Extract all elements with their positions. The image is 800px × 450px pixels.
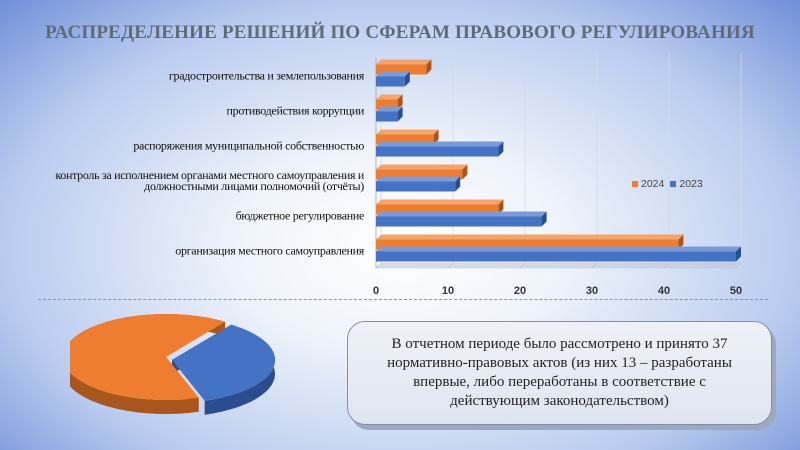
gridline-floor <box>663 262 670 269</box>
pie-slice <box>172 324 275 401</box>
bar-2023 <box>376 146 499 157</box>
bar-side-2024 <box>462 164 468 180</box>
x-tick-label: 0 <box>373 285 379 297</box>
bar-2024 <box>376 64 427 75</box>
gridline-floor <box>447 262 454 269</box>
bar-top-2024 <box>376 129 439 135</box>
bar-top-2023 <box>376 141 504 147</box>
category-label: бюджетное регулирование <box>236 209 364 223</box>
bar-2023 <box>376 181 456 192</box>
legend-item-2024: 2024 <box>632 178 664 190</box>
gridline-floor <box>519 262 526 269</box>
legend-swatch-2023 <box>670 181 677 187</box>
bar-side-2023 <box>397 106 403 122</box>
bar-side-2024 <box>426 59 432 75</box>
bar-2023 <box>376 216 542 227</box>
bar-side-2023 <box>736 246 741 262</box>
bar-2024 <box>376 99 398 110</box>
bar-top-2023 <box>376 176 461 182</box>
bar-2024 <box>376 169 463 180</box>
section-divider <box>38 299 768 300</box>
legend-label-2024: 2024 <box>641 178 665 190</box>
bar-top-2024 <box>376 164 468 170</box>
bar-2023 <box>376 111 398 122</box>
category-label: организация местного самоуправления <box>175 244 365 258</box>
bar-top-2023 <box>376 246 741 252</box>
legend-swatch-2024 <box>632 181 638 187</box>
bar-side-2023 <box>455 176 461 192</box>
x-tick-label: 30 <box>586 285 598 297</box>
bar-side-2024 <box>678 234 684 250</box>
bar-top-2023 <box>376 211 547 217</box>
bar-side-2023 <box>498 141 504 157</box>
bar-top-2024 <box>376 199 504 205</box>
bar-top-2023 <box>376 106 403 112</box>
x-tick-label: 40 <box>658 285 670 297</box>
bar-2023 <box>376 76 405 87</box>
gridline-floor <box>735 262 742 269</box>
page-title: РАСПРЕДЕЛЕНИЕ РЕШЕНИЙ ПО СФЕРАМ ПРАВОВОГ… <box>45 22 755 43</box>
summary-note: В отчетном периоде было рассмотрено и пр… <box>347 321 772 425</box>
gridline-floor <box>591 262 598 269</box>
bar-2023 <box>376 251 736 262</box>
x-tick-label: 20 <box>514 285 526 297</box>
bar-2024 <box>376 134 434 145</box>
bar-top-2024 <box>376 59 432 65</box>
category-label: противодействия коррупции <box>227 104 365 118</box>
bar-2024 <box>376 204 499 215</box>
gridline-floor <box>375 262 382 269</box>
pie-slice <box>70 314 226 400</box>
bar-side-2024 <box>397 94 403 110</box>
bar-2024 <box>376 239 679 250</box>
bar-side-2023 <box>404 71 410 87</box>
pie-chart <box>70 314 275 415</box>
category-label: должностными лицами полномочий (отчёты) <box>144 179 364 193</box>
bar-side-2024 <box>498 199 504 215</box>
bar-chart: 0 10 20 30 40 50 градостроительства и землепол… <box>55 53 742 297</box>
bar-top-2023 <box>376 71 410 77</box>
summary-text: В отчетном периоде было рассмотрено и пр… <box>387 336 732 409</box>
chart-floor <box>375 262 742 269</box>
category-label: распоряжения муниципальной собственность… <box>133 139 364 153</box>
bar-side-2024 <box>433 129 439 145</box>
chart-legend: 2024 2023 <box>632 178 703 190</box>
legend-item-2023: 2023 <box>670 178 703 190</box>
category-label: градостроительства и землепользования <box>169 69 365 83</box>
legend-label-2023: 2023 <box>679 178 703 190</box>
category-label: контроль за исполнением органами местног… <box>55 168 365 182</box>
bar-top-2024 <box>376 94 403 100</box>
bar-top-2024 <box>376 234 684 240</box>
bar-side-2023 <box>541 211 547 227</box>
x-tick-label: 50 <box>730 285 742 297</box>
x-tick-label: 10 <box>442 285 454 297</box>
